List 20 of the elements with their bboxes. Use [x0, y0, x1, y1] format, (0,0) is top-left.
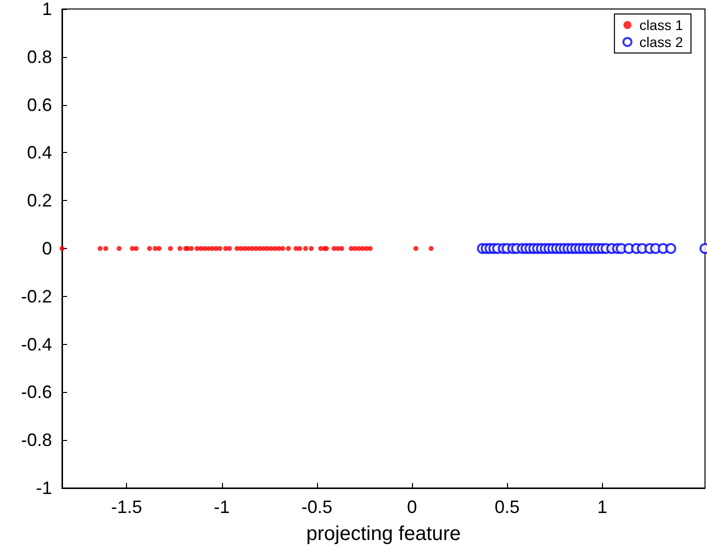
y-tick-label: 0: [42, 238, 52, 258]
x-tick-label: -0.5: [301, 497, 332, 517]
y-tick-label: 0.8: [26, 46, 52, 67]
y-tick-label: -0.2: [20, 286, 52, 306]
x-tick-label: 0.5: [494, 497, 520, 517]
y-tick-label: 0.4: [26, 142, 52, 163]
x-axis-title: projecting feature: [306, 523, 461, 545]
y-tick-label: -1: [36, 478, 52, 498]
x-tick-label: -1: [214, 497, 230, 517]
y-tick-label: -0.6: [20, 382, 52, 402]
y-tick-label: 1: [42, 0, 52, 19]
x-tick-label: 1: [597, 497, 608, 517]
y-tick-label: -0.4: [20, 334, 52, 354]
legend-label: class 2: [639, 34, 684, 50]
y-tick-label: 0.2: [26, 190, 52, 211]
x-tick-label: 0: [407, 497, 418, 517]
legend-label: class 1: [639, 17, 684, 33]
x-tick-label: -1.5: [111, 497, 142, 517]
y-tick-label: 0.6: [26, 94, 52, 115]
y-tick-label: -0.8: [20, 430, 52, 450]
